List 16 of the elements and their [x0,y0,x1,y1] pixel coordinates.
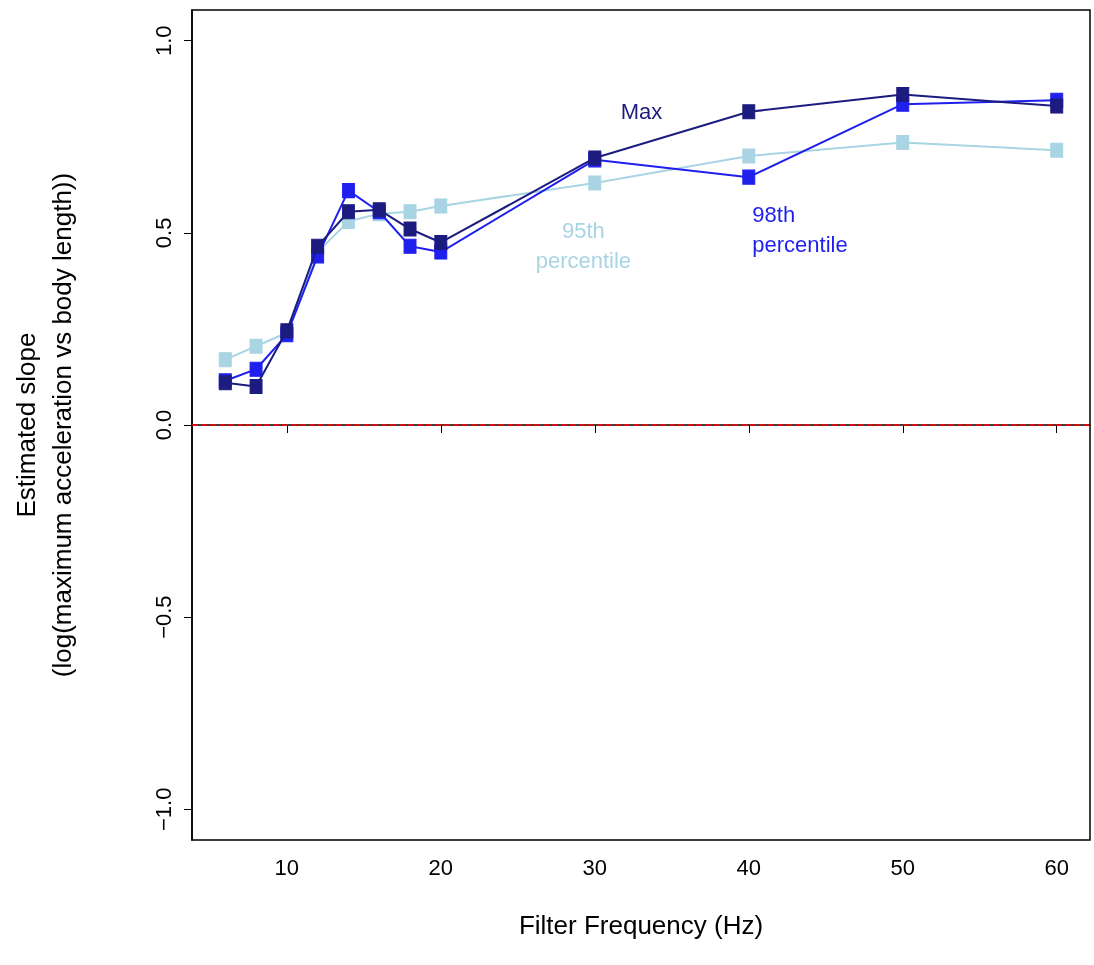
x-tick-label: 40 [736,854,762,880]
x-tick-label: 30 [582,854,608,880]
series-label: 98th percentile [752,202,848,258]
series-label: 95th percentile [535,217,632,273]
y-tick-label: 1.0 [150,25,176,57]
x-tick-label: 20 [428,854,454,880]
y-tick-label: 0.0 [150,409,176,441]
y-tick-label: −1.0 [150,787,176,831]
x-tick-label: 60 [1044,854,1069,880]
x-tick-label: 10 [274,854,300,880]
y-tick-label: 0.5 [150,217,176,249]
x-tick-label: 50 [890,854,915,880]
series-label: Max [620,98,663,124]
x-axis-title: Filter Frequency (Hz) [518,910,764,940]
y-tick-label: −0.5 [150,595,176,639]
y-axis-title: Estimated slope (log(maximum acceleration vs body length)) [11,172,77,678]
